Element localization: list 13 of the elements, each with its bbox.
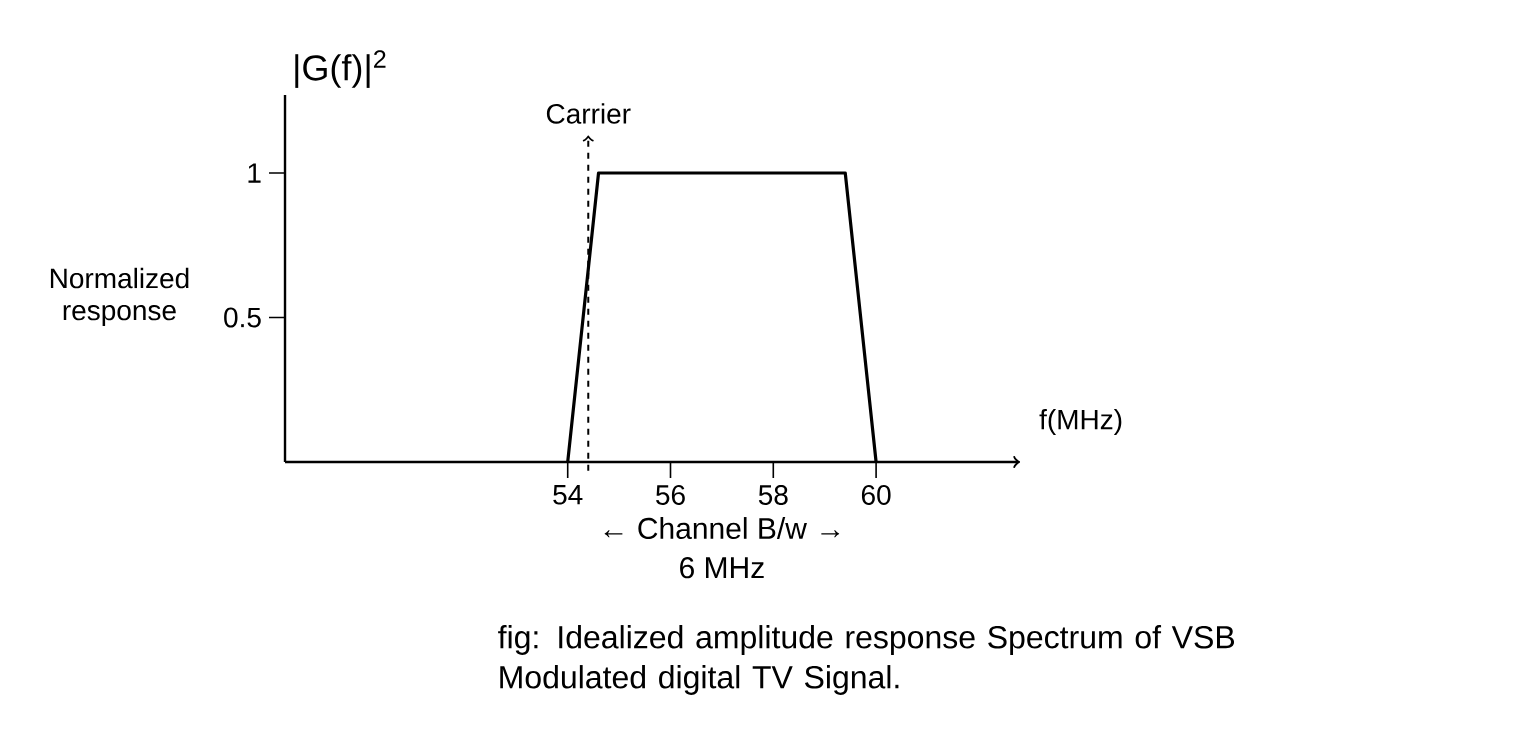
y-axis-title: Normalized response	[50, 267, 189, 326]
text: fig: Idealized amplitude response Spectrum of VSB Modulated digital TV Signal.	[498, 625, 1235, 695]
text: ← Channel B/w →	[604, 517, 840, 540]
y-tick-label: 0.5	[224, 307, 261, 328]
x-tick-label: 56	[656, 485, 685, 505]
x-axis-title: f(MHz)	[1039, 408, 1122, 436]
x-tick-label: 60	[861, 485, 891, 505]
ref-line-label: Carrier	[546, 103, 631, 124]
x-tick-label: 54	[553, 485, 583, 505]
text: 6 MHz	[680, 557, 764, 579]
x-tick-label: 58	[758, 485, 788, 505]
text: |G(f)|$^{2}$	[295, 50, 386, 88]
y-tick-label: 1	[248, 163, 261, 183]
